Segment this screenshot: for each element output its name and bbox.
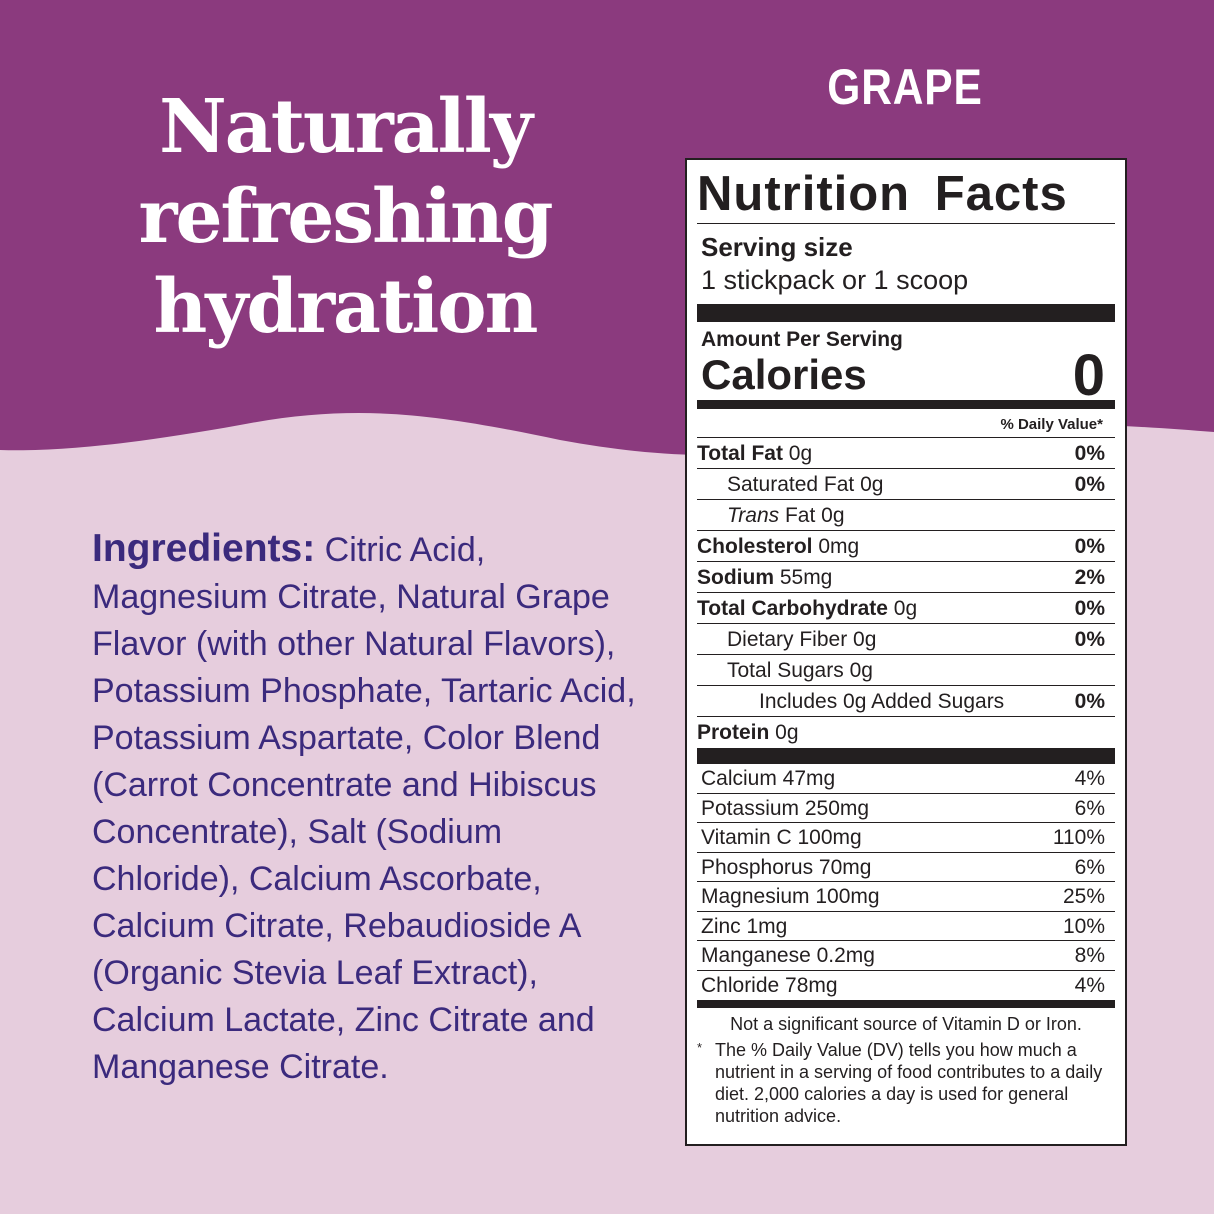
vitamin-dv: 6%: [1074, 855, 1105, 879]
nutrient-name: Sodium 55mg: [697, 562, 832, 592]
nutrient-label: Protein: [697, 721, 770, 744]
calories-row: Calories 0: [697, 343, 1115, 408]
nutrient-dv: 0%: [1074, 442, 1105, 465]
nutrition-facts-label: Nutrition Facts Serving size 1 stickpack…: [685, 158, 1127, 1146]
divider: [697, 748, 1115, 764]
nutrient-dv: 0%: [1074, 690, 1105, 713]
nutrient-row: Protein 0g: [697, 717, 1115, 748]
label-title: Nutrition Facts: [697, 160, 1115, 224]
amount-per-serving: Amount Per Serving: [701, 328, 903, 351]
flavor-name: GRAPE: [827, 59, 983, 115]
divider: [697, 1000, 1115, 1008]
vitamin-row: Phosphorus 70mg 6%: [697, 853, 1115, 882]
vitamin-row: Calcium 47mg 4%: [697, 764, 1115, 794]
vitamin-dv: 4%: [1074, 767, 1105, 790]
vitamin-name: Chloride 78mg: [701, 973, 838, 997]
nutrient-name: Saturated Fat 0g: [697, 469, 883, 499]
nutrient-amount: 0g: [847, 628, 877, 651]
calories-value: 0: [1072, 342, 1105, 408]
vitamin-dv: 110%: [1052, 826, 1105, 849]
nutrient-label: Sodium: [697, 566, 774, 589]
footnote-vitamin-d: Not a significant source of Vitamin D or…: [730, 1014, 1082, 1034]
nutrient-label: Total Sugars: [727, 659, 844, 682]
nutrient-row: Total Sugars 0g: [697, 655, 1115, 686]
vitamin-name: Vitamin C 100mg: [701, 826, 862, 849]
nutrient-row: Total Fat 0g 0%: [697, 438, 1115, 469]
nutrient-label: Includes 0g Added Sugars: [759, 690, 1005, 713]
vitamin-name: Calcium 47mg: [701, 767, 836, 790]
vitamin-name: Phosphorus 70mg: [701, 855, 872, 879]
nutrient-row: Dietary Fiber 0g 0%: [697, 624, 1115, 655]
nutrient-name: Trans Fat 0g: [697, 500, 845, 530]
serving-size-label: Serving size: [701, 232, 853, 262]
nutrient-label: Cholesterol: [697, 535, 813, 558]
nutrient-amount: 0g: [887, 597, 918, 620]
nutrient-label: Total Fat: [697, 442, 783, 465]
nutrient-label: Dietary Fiber: [727, 628, 848, 651]
footnote-text: The % Daily Value (DV) tells you how muc…: [715, 1040, 1103, 1126]
nutrient-name: Total Carbohydrate 0g: [697, 593, 917, 623]
nutrient-amount: 0g: [769, 721, 799, 744]
nutrient-amount: 0g: [782, 442, 813, 465]
vitamin-name: Zinc 1mg: [701, 914, 788, 938]
vitamin-dv: 6%: [1074, 796, 1105, 820]
ingredients-label: Ingredients:: [92, 527, 316, 570]
nutrient-dv: 0%: [1074, 597, 1105, 620]
asterisk: *: [697, 1040, 703, 1055]
headline: Naturally refreshing hydration: [100, 82, 590, 352]
vitamin-row: Chloride 78mg 4%: [697, 971, 1115, 1001]
nutrient-row: Saturated Fat 0g 0%: [697, 469, 1115, 500]
headline-line: refreshing: [138, 174, 553, 260]
nutrient-row: Trans Fat 0g: [697, 500, 1115, 531]
vitamin-row: Potassium 250mg 6%: [697, 794, 1115, 823]
nutrient-name: Includes 0g Added Sugars: [697, 686, 1004, 716]
nutrient-row: Sodium 55mg 2%: [697, 562, 1115, 593]
vitamin-dv: 25%: [1062, 885, 1105, 908]
nutrient-dv: 2%: [1074, 566, 1105, 589]
divider: [697, 304, 1115, 322]
nutrient-amount: 0mg: [812, 535, 860, 558]
vitamin-row: Manganese 0.2mg 8%: [697, 941, 1115, 971]
nutrient-amount: 55mg: [774, 566, 833, 589]
footnote-daily-value: * The % Daily Value (DV) tells you how mu…: [697, 1039, 1115, 1127]
headline-line: hydration: [153, 264, 539, 350]
vitamin-name: Magnesium 100mg: [701, 885, 880, 908]
nutrient-amount: 0g: [854, 473, 884, 496]
vitamin-row: Zinc 1mg 10%: [697, 912, 1115, 941]
vitamin-row: Vitamin C 100mg 110%: [697, 823, 1115, 853]
calories-label: Calories: [701, 351, 867, 398]
nutrient-name: Dietary Fiber 0g: [697, 624, 876, 654]
ingredients: Ingredients: Citric Acid, Magnesium Citr…: [92, 525, 652, 1091]
nutrient-name: Cholesterol 0mg: [697, 531, 859, 561]
nutrient-dv: 0%: [1074, 535, 1105, 558]
nutrient-label: Total Carbohydrate: [697, 597, 888, 620]
vitamin-dv: 10%: [1062, 914, 1105, 938]
nutrient-dv: 0%: [1074, 628, 1105, 651]
nutrient-name: Protein 0g: [697, 717, 799, 748]
nutrient-row: Cholesterol 0mg 0%: [697, 531, 1115, 562]
nutrient-amount: Fat 0g: [779, 504, 845, 527]
nutrient-row: Total Carbohydrate 0g 0%: [697, 593, 1115, 624]
nutrient-amount: 0g: [843, 659, 873, 682]
ingredients-text: Citric Acid, Magnesium Citrate, Natural …: [92, 531, 636, 1086]
serving-size-value: 1 stickpack or 1 scoop: [701, 265, 969, 295]
daily-value-header: % Daily Value*: [697, 409, 1115, 438]
nutrient-dv: 0%: [1074, 473, 1105, 496]
nutrient-row: Includes 0g Added Sugars 0%: [697, 686, 1115, 717]
vitamin-name: Potassium 250mg: [701, 796, 870, 820]
nutrient-name: Total Fat 0g: [697, 438, 812, 468]
vitamin-name: Manganese 0.2mg: [701, 944, 875, 967]
headline-line: Naturally: [159, 84, 533, 170]
vitamin-dv: 4%: [1074, 973, 1105, 997]
divider: [697, 400, 1115, 409]
vitamin-row: Magnesium 100mg 25%: [697, 882, 1115, 912]
nutrient-label: Trans: [727, 504, 780, 527]
nutrient-label: Saturated Fat: [727, 473, 855, 496]
vitamin-dv: 8%: [1074, 944, 1105, 967]
nutrient-name: Total Sugars 0g: [697, 655, 873, 685]
